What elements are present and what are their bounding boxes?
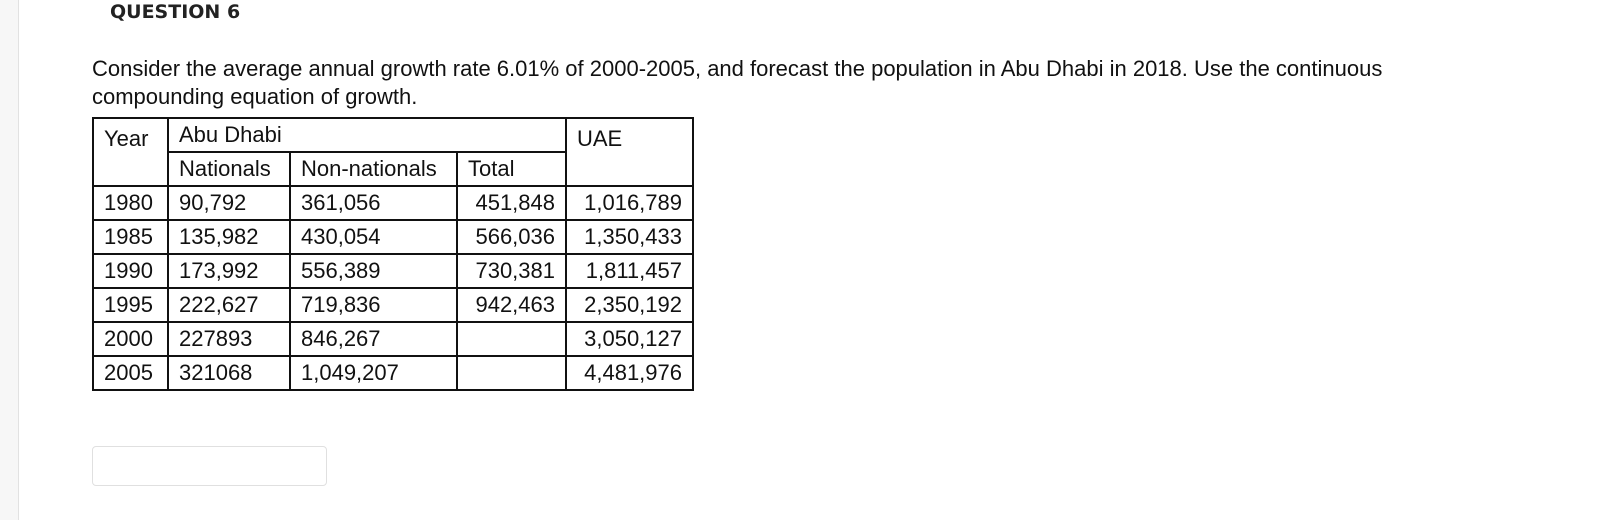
header-cell: Abu Dhabi (167, 117, 567, 153)
table-cell: 1980 (92, 185, 169, 221)
table-cell (456, 355, 567, 391)
table-cell: 1,350,433 (565, 219, 694, 255)
table-cell: 2000 (92, 321, 169, 357)
table-body: Year Abu Dhabi UAE Nationals Non-nationa… (92, 117, 694, 391)
table-cell: 1995 (92, 287, 169, 323)
header-cell: Total (456, 151, 567, 187)
question-label: QUESTION 6 (110, 1, 241, 23)
table-cell: 4,481,976 (565, 355, 694, 391)
table-cell: 730,381 (456, 253, 567, 289)
table-cell: 1990 (92, 253, 169, 289)
header-cell: Nationals (167, 151, 291, 187)
table-cell: 2005 (92, 355, 169, 391)
data-row: 2005 321068 1,049,207 4,481,976 (92, 355, 694, 391)
data-row: 1995 222,627 719,836 942,463 2,350,192 (92, 287, 694, 323)
table-cell: 430,054 (289, 219, 458, 255)
data-row: 1990 173,992 556,389 730,381 1,811,457 (92, 253, 694, 289)
table-cell: 361,056 (289, 185, 458, 221)
data-row: 1980 90,792 361,056 451,848 1,016,789 (92, 185, 694, 221)
data-row: 2000 227893 846,267 3,050,127 (92, 321, 694, 357)
header-cell: UAE (565, 117, 694, 187)
table-cell: 1,811,457 (565, 253, 694, 289)
table-cell: 90,792 (167, 185, 291, 221)
answer-input[interactable] (92, 446, 327, 486)
population-table: Year Abu Dhabi UAE Nationals Non-nationa… (92, 117, 694, 391)
table-cell: 1985 (92, 219, 169, 255)
table-cell: 1,016,789 (565, 185, 694, 221)
header-row: Year Abu Dhabi UAE (92, 117, 694, 187)
table-cell: 1,049,207 (289, 355, 458, 391)
table-cell: 2,350,192 (565, 287, 694, 323)
table-cell: 846,267 (289, 321, 458, 357)
table-cell: 556,389 (289, 253, 458, 289)
table-cell: 173,992 (167, 253, 291, 289)
table-cell: 3,050,127 (565, 321, 694, 357)
table-cell (456, 321, 567, 357)
table-cell: 222,627 (167, 287, 291, 323)
data-row: 1985 135,982 430,054 566,036 1,350,433 (92, 219, 694, 255)
table-cell: 719,836 (289, 287, 458, 323)
header-cell: Non-nationals (289, 151, 458, 187)
table-cell: 942,463 (456, 287, 567, 323)
table-cell: 451,848 (456, 185, 567, 221)
side-rail (0, 0, 19, 520)
table-cell: 566,036 (456, 219, 567, 255)
header-row: Nationals Non-nationals Total (93, 151, 693, 187)
table-cell: 321068 (167, 355, 291, 391)
question-text: Consider the average annual growth rate … (92, 56, 1383, 109)
header-cell: Year (92, 117, 169, 187)
table-cell: 227893 (167, 321, 291, 357)
table-cell: 135,982 (167, 219, 291, 255)
